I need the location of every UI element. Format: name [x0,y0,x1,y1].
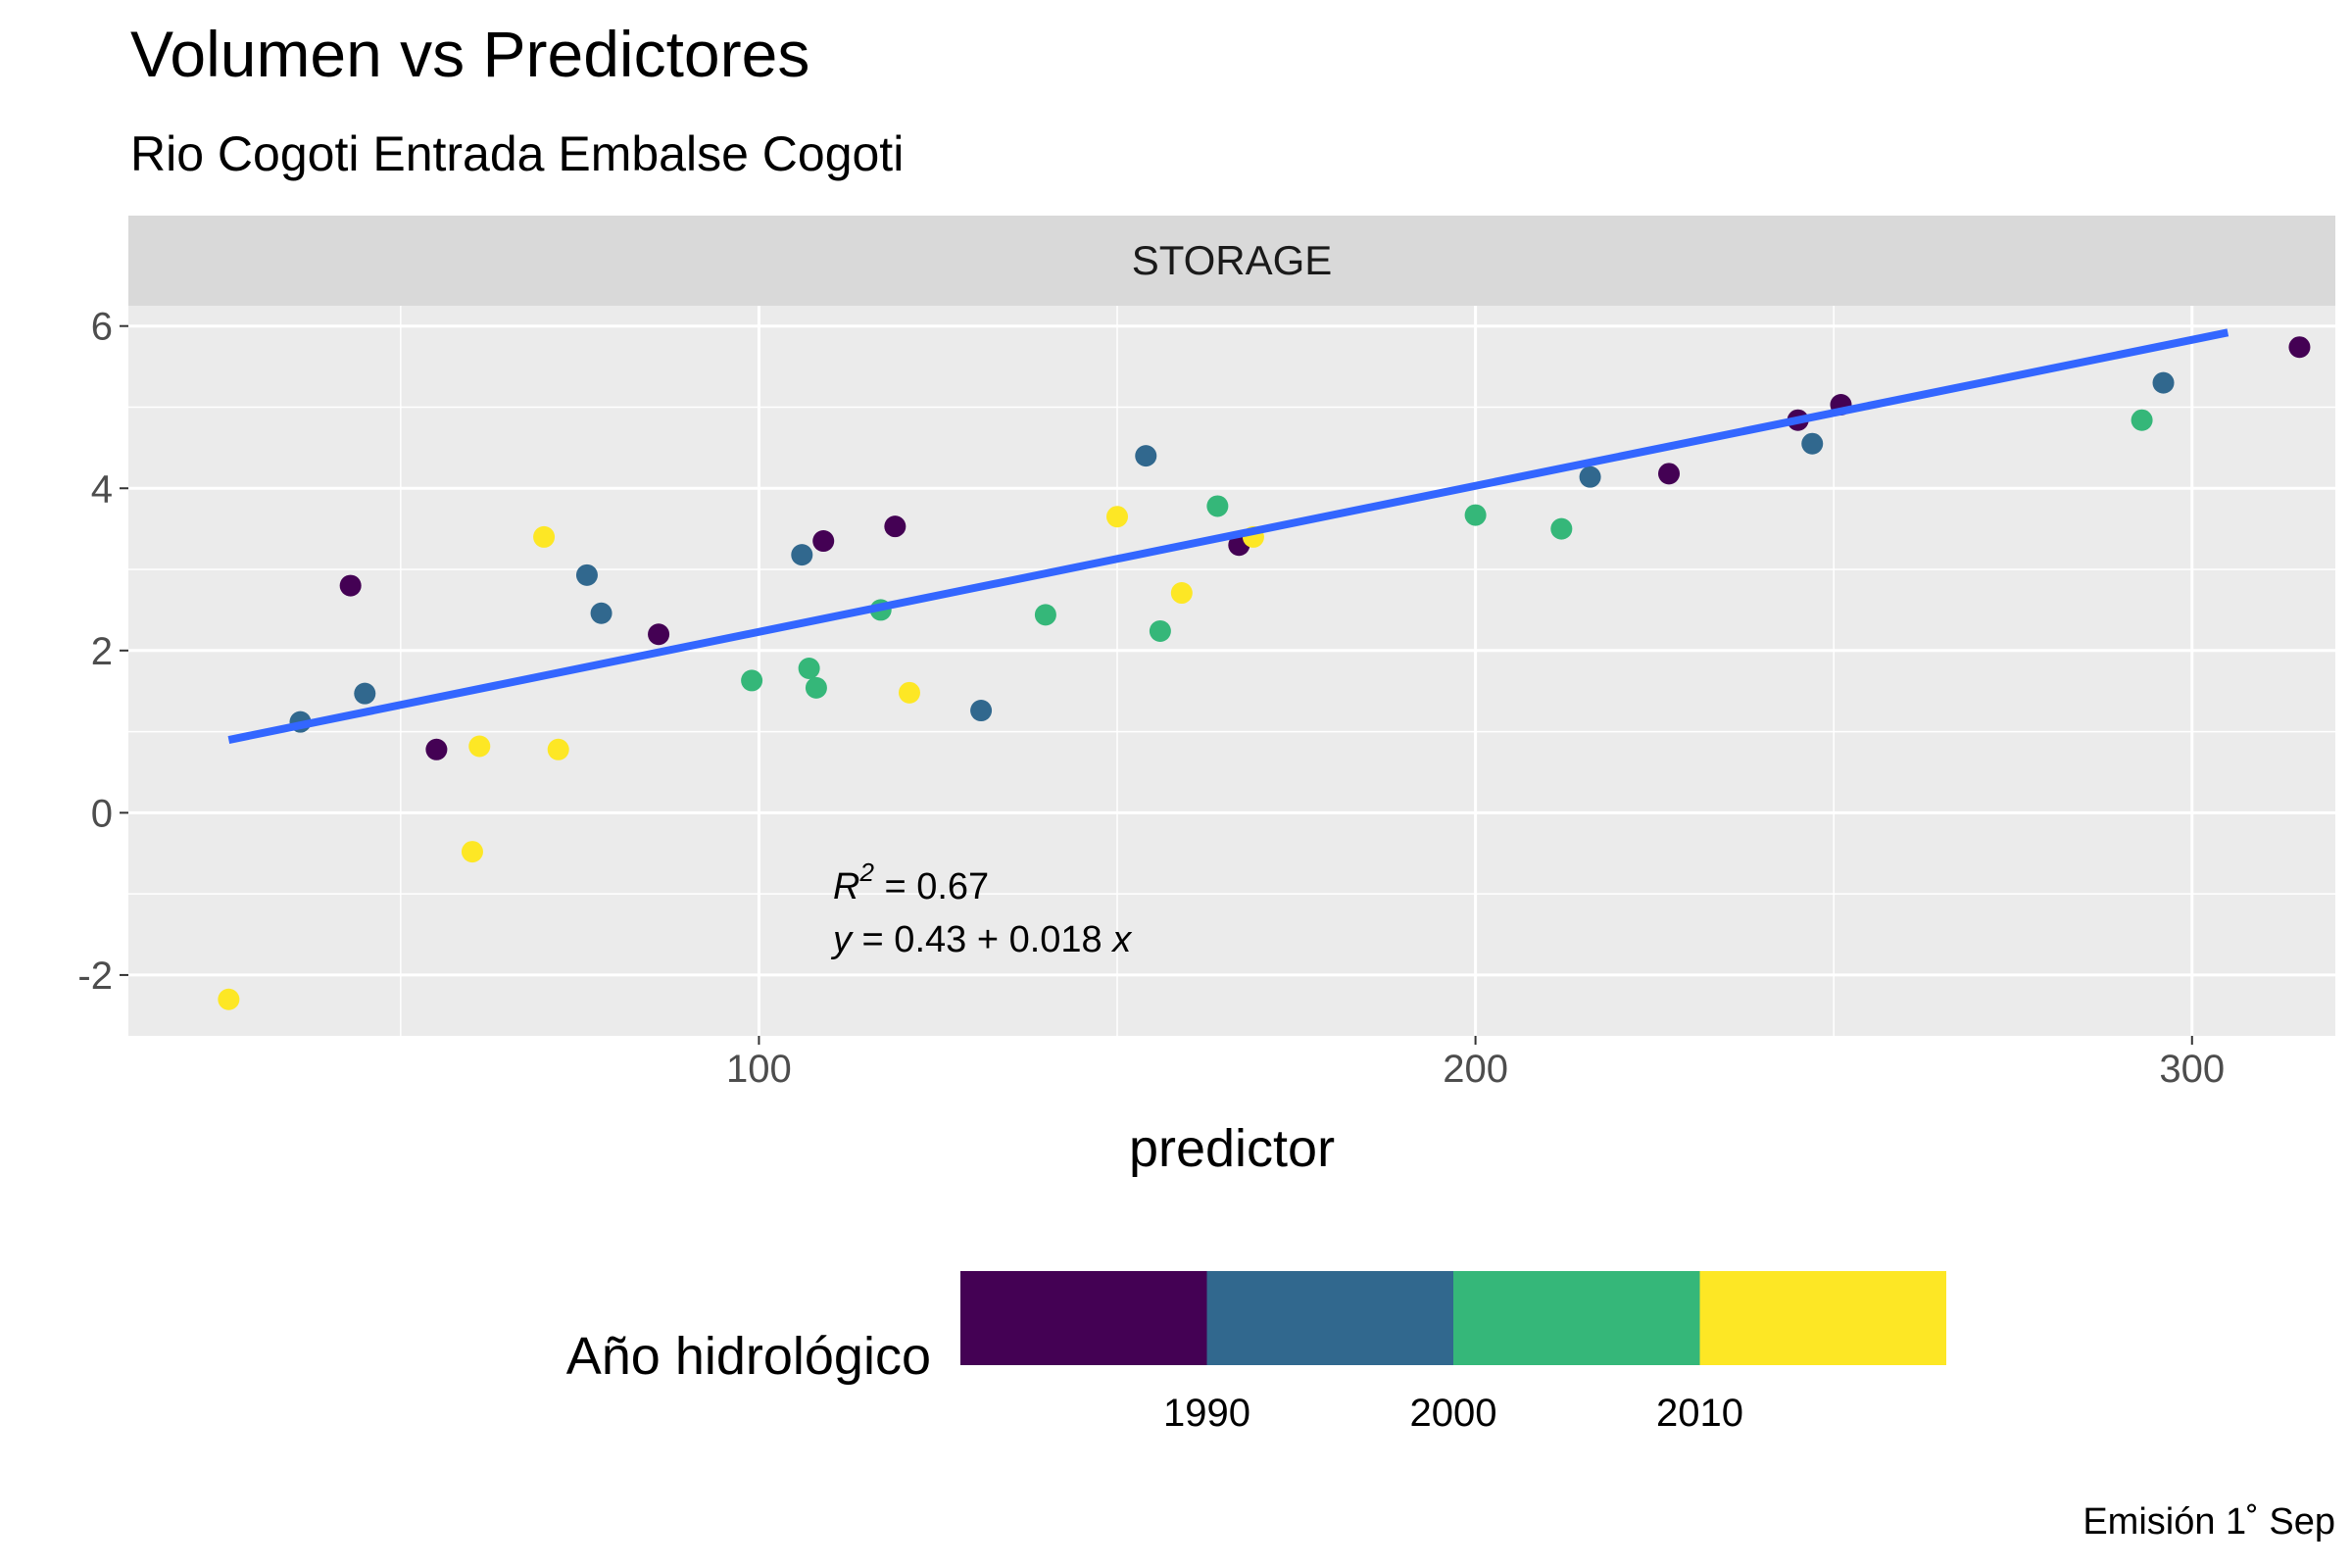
data-point [339,574,362,597]
x-tick-label: 200 [1443,1048,1508,1091]
data-point [1034,604,1056,626]
data-point [2131,409,2153,431]
data-point [798,658,820,680]
y-tick-label: 0 [91,792,113,835]
legend-label: 2000 [1410,1392,1497,1435]
plot-panel [128,306,2335,1036]
data-point [1801,432,1824,455]
data-point [884,515,906,538]
data-point [575,564,598,586]
data-point [533,525,556,548]
x-tick-label: 100 [726,1048,792,1091]
regression-line [227,328,2230,744]
x-tick-label: 300 [2159,1048,2225,1091]
legend-colorbar [960,1271,1946,1365]
facet-strip-label: STORAGE [1132,237,1333,283]
legend-swatch [960,1271,1207,1365]
chart-title: Volumen vs Predictores [130,18,809,90]
data-point [1170,582,1193,605]
data-point [425,738,448,760]
legend-swatch [1453,1271,1700,1365]
data-point [791,544,813,566]
legend-labels: 1990 2000 2010 [1163,1392,1743,1435]
y-tick-label: 4 [91,467,113,511]
data-point [1106,506,1129,528]
legend-label: 1990 [1163,1392,1250,1435]
facet-strip [128,216,2335,306]
data-point [1149,619,1171,642]
legend-label: 2010 [1656,1392,1743,1435]
grid-major [128,306,2335,1036]
grid-minor [128,306,2335,1036]
tick-labels: 100 200 300 -2 0 2 4 6 [77,306,2225,1091]
data-point [741,669,763,692]
data-point [1464,504,1487,526]
legend-swatch [1699,1271,1946,1365]
caption: Emisión 1˚ Sep [2082,1501,2335,1543]
data-point [547,738,569,760]
data-point [805,676,827,699]
data-point [468,735,491,758]
points-layer [218,336,2311,1010]
chart-subtitle: Rio Cogoti Entrada Embalse Cogoti [130,126,904,181]
data-point [1206,495,1229,517]
data-point [898,681,920,704]
y-tick-label: -2 [77,955,113,998]
data-point [2152,371,2175,394]
r2-annotation: R2 = 0.67 [833,858,989,907]
data-point [590,602,612,624]
data-point [354,682,376,705]
data-point [812,530,835,553]
equation-annotation: y = 0.43 + 0.018 x [830,919,1133,960]
x-axis-title: predictor [1129,1119,1335,1178]
data-point [1579,466,1601,488]
data-point [461,841,483,863]
data-point [1135,445,1157,467]
data-point [1658,463,1681,485]
data-point [218,988,240,1010]
legend-title: Año hidrológico [566,1327,931,1386]
legend-swatch [1206,1271,1453,1365]
y-tick-label: 6 [91,306,113,349]
y-tick-label: 2 [91,630,113,673]
data-point [970,700,993,722]
axis-ticks [120,324,2193,1045]
data-point [2288,336,2311,359]
data-point [1550,517,1573,540]
data-point [648,623,670,646]
